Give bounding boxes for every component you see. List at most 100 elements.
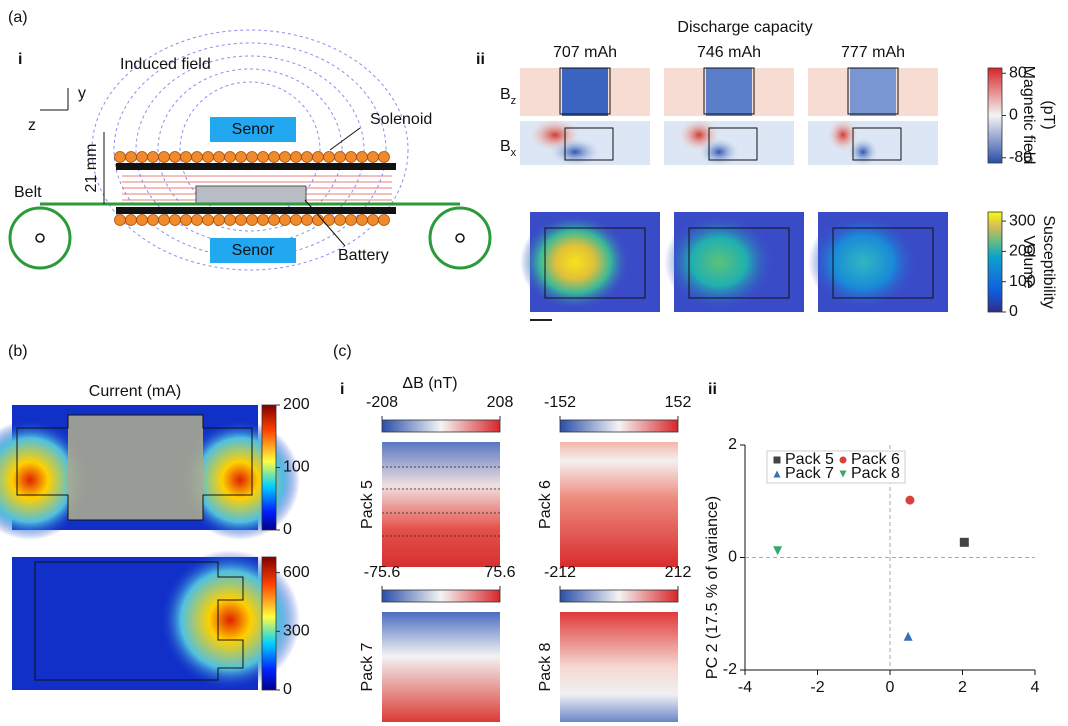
coil: [148, 215, 159, 226]
colorbar: [382, 590, 500, 602]
coil: [126, 215, 137, 226]
subpanel-label: ii: [476, 51, 485, 68]
coil: [192, 152, 203, 163]
coil: [214, 152, 225, 163]
colorbar: [262, 405, 276, 530]
solenoid-core: [116, 163, 396, 170]
coil: [137, 215, 148, 226]
row-label: Bz: [500, 86, 516, 107]
colorbar-tick-label: -208: [366, 394, 398, 411]
pack-label: Pack 7: [359, 642, 376, 691]
field-line: [158, 69, 342, 231]
point: [904, 632, 913, 641]
coil: [280, 215, 291, 226]
bx-lobe: [699, 138, 739, 166]
x-tick-label: 4: [1031, 679, 1040, 696]
bz-core: [706, 68, 752, 116]
colorbar-tick-label: 0: [283, 681, 292, 698]
annotation: Battery: [338, 247, 389, 264]
axis-name: y: [78, 85, 86, 102]
coil: [236, 152, 247, 163]
coil: [181, 215, 192, 226]
panel-title: Current (mA): [89, 383, 181, 400]
bz-core: [850, 68, 896, 116]
coil: [170, 215, 181, 226]
colorbar-tick-label: 600: [283, 564, 310, 581]
legend-label: Pack 7: [785, 465, 834, 482]
bz-core: [562, 68, 608, 116]
panel-label: (c): [333, 343, 352, 360]
sensor-label: Senor: [232, 242, 275, 259]
sensor-label: Senor: [232, 121, 275, 138]
coil: [181, 152, 192, 163]
colorbar-tick-label: 152: [665, 394, 692, 411]
leader: [330, 128, 360, 150]
figure: (a)iii(b)(c)iiiSenorSenoryzInduced field…: [0, 0, 1068, 726]
colorbar: [560, 420, 678, 432]
colorbar-tick-label: 0: [283, 521, 292, 538]
solenoid-core: [116, 207, 396, 214]
delta-b-map: [382, 612, 500, 722]
colorbar-tick-label: 300: [283, 623, 310, 640]
dimension-label: 21 mm: [83, 144, 100, 193]
coil: [335, 215, 346, 226]
panel-title: Discharge capacity: [677, 19, 812, 36]
colorbar: [382, 420, 500, 432]
row-label: Bx: [500, 138, 517, 159]
point: [773, 546, 782, 555]
coil: [192, 215, 203, 226]
legend-marker: [774, 457, 781, 464]
colorbar-tick-label: 100: [283, 459, 310, 476]
colorbar-tick-label: 200: [283, 396, 310, 413]
coil: [115, 215, 126, 226]
coil: [170, 152, 181, 163]
point: [960, 538, 969, 547]
colorbar-label: Magnetic field: [1020, 66, 1037, 165]
panel-label: (b): [8, 343, 28, 360]
coil: [247, 215, 258, 226]
colorbar-tick-label: 300: [1009, 212, 1036, 229]
row-label-sub: z: [511, 95, 517, 107]
annotation: Induced field: [120, 56, 211, 73]
delta-b-map: [560, 442, 678, 567]
coil: [313, 152, 324, 163]
row-label-base: B: [500, 86, 511, 103]
y-tick-label: -2: [723, 661, 737, 678]
coil: [302, 152, 313, 163]
column-label: 707 mAh: [553, 44, 617, 61]
colorbar-label: Susceptibility: [1040, 215, 1057, 308]
coil: [258, 215, 269, 226]
colorbar-label: (pT): [1040, 100, 1057, 129]
subpanel-label: i: [18, 51, 22, 68]
coil: [269, 215, 280, 226]
coil: [203, 215, 214, 226]
coil: [159, 152, 170, 163]
colorbar-tick-label: 212: [665, 564, 692, 581]
coil: [236, 215, 247, 226]
panel-label: (a): [8, 9, 28, 26]
coil: [368, 152, 379, 163]
subpanel-label: ii: [708, 381, 717, 398]
column-label: 746 mAh: [697, 44, 761, 61]
y-tick-label: 0: [728, 549, 737, 566]
coil: [258, 152, 269, 163]
panel-title: ΔB (nT): [402, 375, 457, 392]
coil: [324, 152, 335, 163]
annotation: Belt: [14, 184, 42, 201]
coil: [280, 152, 291, 163]
x-tick-label: 2: [958, 679, 967, 696]
coil: [335, 152, 346, 163]
coil: [247, 152, 258, 163]
legend-marker: [840, 457, 847, 464]
pack-label: Pack 8: [537, 642, 554, 691]
current-core: [68, 415, 203, 520]
x-tick-label: -2: [810, 679, 824, 696]
subpanel-label: i: [340, 381, 344, 398]
coil: [379, 215, 390, 226]
y-axis-label: PC 2 (17.5 % of variance): [704, 496, 721, 679]
colorbar-label: Volume: [1020, 235, 1037, 288]
coil: [203, 152, 214, 163]
delta-b-map: [382, 442, 500, 567]
annotation: Solenoid: [370, 111, 432, 128]
colorbar-tick-label: -152: [544, 394, 576, 411]
